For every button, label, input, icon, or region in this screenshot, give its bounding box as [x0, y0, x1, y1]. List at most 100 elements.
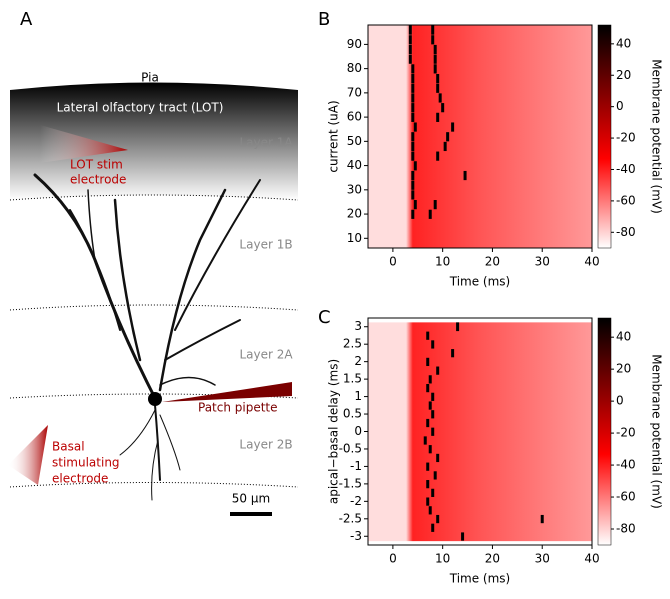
colorbar-tick-label: 20	[616, 68, 631, 82]
heatmap-row	[368, 348, 592, 358]
spike	[443, 141, 447, 152]
spike	[411, 102, 415, 113]
heatmap-row	[368, 199, 592, 210]
x-tick-label: 40	[584, 255, 599, 269]
heatmap-row	[368, 453, 592, 463]
heatmap-row	[368, 228, 592, 239]
spike	[436, 112, 440, 122]
spike	[426, 418, 430, 428]
x-axis-label: Time (ms)	[449, 275, 511, 289]
colorbar-tick-label: -60	[616, 490, 636, 504]
heatmap-row	[368, 34, 592, 45]
spike	[411, 180, 415, 190]
spike	[433, 54, 437, 64]
y-tick-label: 2.5	[343, 337, 362, 351]
spike	[436, 83, 440, 93]
spike	[433, 199, 437, 210]
y-tick-label: 10	[347, 231, 362, 245]
colorbar-tick-label: -40	[616, 458, 636, 472]
heatmap-row	[368, 121, 592, 133]
spike	[426, 357, 430, 367]
x-tick-label: 10	[435, 255, 450, 269]
colorbar-tick-label: 20	[616, 362, 631, 376]
heatmap-row	[368, 44, 592, 55]
colorbar	[597, 24, 612, 249]
colorbar-label: Membrane potential (mV)	[650, 354, 664, 509]
heatmap-row	[368, 470, 592, 481]
y-tick-label: 80	[347, 61, 362, 75]
spike	[411, 209, 415, 219]
spike	[436, 366, 440, 375]
y-tick-label: 1	[354, 389, 362, 403]
spike	[426, 479, 430, 489]
y-tick-label: 20	[347, 207, 362, 221]
spike	[436, 151, 440, 161]
spike	[411, 131, 415, 142]
heatmap-row	[368, 357, 592, 367]
panel-label: A	[20, 9, 33, 30]
spike	[431, 409, 435, 419]
spike	[433, 44, 437, 55]
spike	[411, 83, 415, 93]
scale-label: 50 µm	[232, 492, 270, 506]
y-tick-label: -1	[350, 459, 362, 473]
spike	[423, 435, 427, 445]
spike	[436, 73, 440, 84]
heatmap-row	[368, 92, 592, 104]
lot-band	[10, 82, 298, 200]
spike	[463, 170, 467, 181]
colorbar	[597, 317, 612, 546]
electrode-label: LOT stim	[70, 158, 123, 172]
spike	[431, 427, 435, 436]
colorbar-label: Membrane potential (mV)	[650, 59, 664, 214]
colorbar-tick-label: 40	[616, 330, 631, 344]
heatmap-row	[368, 63, 592, 74]
y-tick-label: -2	[350, 494, 362, 508]
y-tick-label: 60	[347, 110, 362, 124]
spike	[431, 488, 435, 497]
y-tick-label: 40	[347, 158, 362, 172]
heatmap-row	[368, 322, 592, 332]
x-tick-label: 0	[389, 552, 397, 566]
heatmap-row	[368, 218, 592, 230]
spike	[540, 514, 544, 524]
spike	[411, 63, 415, 74]
colorbar-tick-label: -20	[616, 131, 636, 145]
pipette-label: Patch pipette	[198, 401, 278, 415]
y-tick-label: 90	[347, 37, 362, 51]
y-tick-label: 70	[347, 85, 362, 99]
heatmap-row	[368, 102, 592, 113]
spike	[438, 92, 442, 103]
spike	[426, 331, 430, 340]
spike	[411, 141, 415, 152]
patch-pipette	[162, 382, 292, 402]
heatmap-row	[368, 488, 592, 498]
spike	[431, 34, 435, 45]
heatmap-row	[368, 170, 592, 181]
spike	[411, 92, 415, 103]
x-tick-label: 0	[389, 255, 397, 269]
electrode-label: stimulating	[52, 456, 120, 470]
heatmap-row	[368, 54, 592, 65]
spike	[411, 112, 415, 122]
colorbar-tick-label: 40	[616, 36, 631, 50]
heatmap-row	[368, 238, 592, 249]
spike	[431, 523, 435, 532]
panel-label: B	[318, 9, 330, 30]
heatmap-row	[368, 131, 592, 142]
spike	[451, 348, 455, 358]
y-tick-label: -1.5	[339, 476, 362, 490]
x-tick-label: 20	[485, 255, 500, 269]
spike	[413, 160, 417, 171]
heatmap-row	[368, 400, 592, 411]
electrode-label: Basal	[52, 440, 85, 454]
spike	[411, 151, 415, 161]
spike	[431, 339, 435, 349]
layer-label: Layer 1B	[239, 238, 292, 252]
basal-electrode	[8, 425, 48, 485]
colorbar-tick-label: -40	[616, 162, 636, 176]
x-tick-label: 40	[584, 552, 599, 566]
lot-label: Lateral olfactory tract (LOT)	[57, 101, 224, 115]
heatmap-row	[368, 331, 592, 341]
